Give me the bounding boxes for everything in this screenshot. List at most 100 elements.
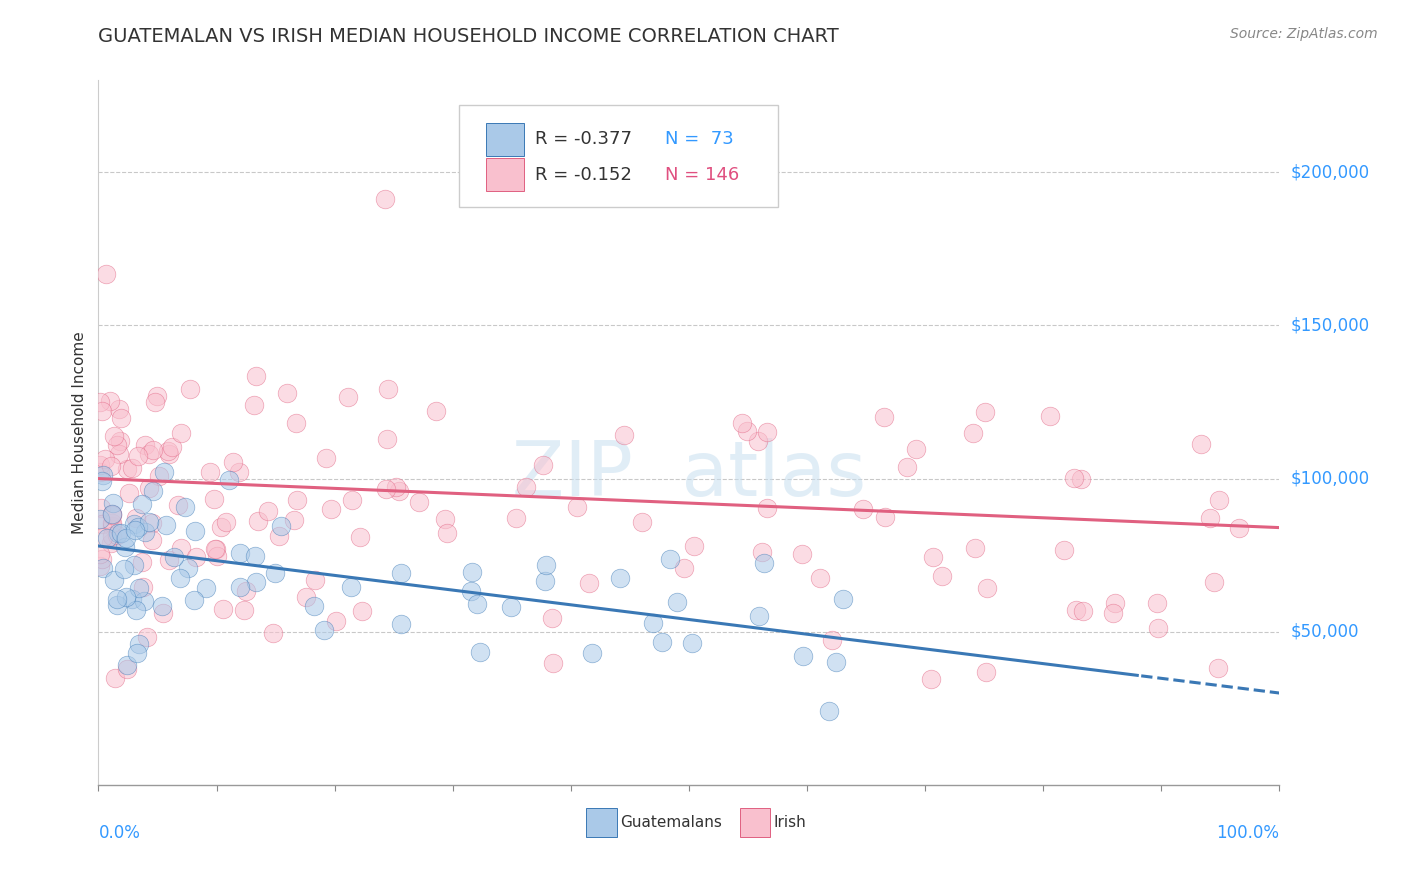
Point — [114, 540, 136, 554]
Point — [94, 452, 117, 467]
Point — [110, 411, 132, 425]
Point — [138, 447, 160, 461]
Point — [229, 580, 252, 594]
Point — [91, 467, 114, 482]
Point — [1063, 471, 1085, 485]
Point — [228, 465, 250, 479]
Point — [91, 530, 114, 544]
Point — [1227, 521, 1250, 535]
Point — [242, 397, 264, 411]
Text: 100.0%: 100.0% — [1216, 824, 1279, 842]
Point — [920, 672, 942, 686]
Text: N = 146: N = 146 — [665, 166, 740, 184]
Point — [931, 569, 953, 583]
Point — [578, 575, 600, 590]
Point — [567, 500, 589, 515]
Point — [170, 425, 193, 440]
Point — [641, 615, 664, 630]
Point — [340, 492, 363, 507]
Point — [163, 550, 186, 565]
Point — [142, 484, 165, 499]
Point — [125, 647, 148, 661]
Point — [132, 594, 155, 608]
Point — [107, 591, 129, 606]
Point — [132, 581, 155, 595]
Point — [515, 480, 537, 494]
Point — [108, 402, 131, 417]
Point — [173, 500, 195, 515]
Point — [285, 416, 308, 430]
Point — [257, 503, 280, 517]
Point — [325, 615, 347, 629]
Point — [105, 598, 128, 612]
Point — [138, 516, 160, 530]
Point — [218, 473, 240, 487]
Point — [337, 390, 360, 404]
Point — [755, 500, 778, 515]
Point — [89, 558, 111, 573]
Point — [110, 434, 132, 448]
Point — [315, 450, 337, 465]
Point — [276, 385, 298, 400]
Point — [1064, 602, 1087, 616]
Text: ZIP  atlas: ZIP atlas — [512, 438, 866, 512]
Point — [101, 496, 124, 510]
Point — [134, 525, 156, 540]
Point — [747, 434, 769, 449]
Point — [202, 491, 225, 506]
Point — [312, 623, 335, 637]
Point — [349, 530, 371, 544]
Point — [204, 541, 226, 556]
Point — [169, 541, 191, 555]
Point — [737, 425, 759, 439]
Point — [160, 440, 183, 454]
Text: $200,000: $200,000 — [1291, 163, 1369, 181]
Text: R = -0.152: R = -0.152 — [536, 166, 633, 184]
Point — [91, 551, 114, 566]
Y-axis label: Median Household Income: Median Household Income — [72, 331, 87, 534]
Point — [177, 561, 200, 575]
Point — [465, 598, 488, 612]
Point — [150, 599, 173, 613]
Point — [374, 192, 396, 206]
Point — [98, 394, 121, 409]
Point — [267, 528, 290, 542]
Point — [748, 608, 770, 623]
Point — [114, 531, 136, 545]
Point — [790, 547, 813, 561]
Point — [235, 583, 257, 598]
Point — [818, 704, 841, 718]
Point — [152, 607, 174, 621]
Point — [122, 517, 145, 532]
FancyBboxPatch shape — [486, 159, 523, 191]
Point — [808, 571, 831, 585]
Point — [100, 458, 122, 473]
Point — [1071, 604, 1094, 618]
Point — [233, 603, 256, 617]
Text: 0.0%: 0.0% — [98, 824, 141, 842]
Point — [245, 369, 267, 384]
Point — [1204, 574, 1226, 589]
Point — [755, 425, 778, 439]
Point — [531, 458, 554, 473]
Point — [122, 558, 145, 573]
Point — [581, 646, 603, 660]
Point — [534, 574, 557, 588]
Point — [115, 658, 138, 673]
Point — [128, 581, 150, 595]
Point — [104, 671, 127, 685]
Point — [385, 480, 408, 494]
Point — [375, 482, 398, 496]
Point — [157, 444, 180, 458]
Point — [825, 655, 848, 669]
Text: N =  73: N = 73 — [665, 130, 734, 148]
Point — [319, 502, 342, 516]
Point — [976, 581, 998, 595]
Point — [1070, 472, 1092, 486]
Point — [262, 626, 284, 640]
Point — [155, 518, 177, 533]
Point — [166, 498, 188, 512]
Point — [377, 432, 399, 446]
Point — [115, 462, 138, 476]
Point — [246, 514, 269, 528]
